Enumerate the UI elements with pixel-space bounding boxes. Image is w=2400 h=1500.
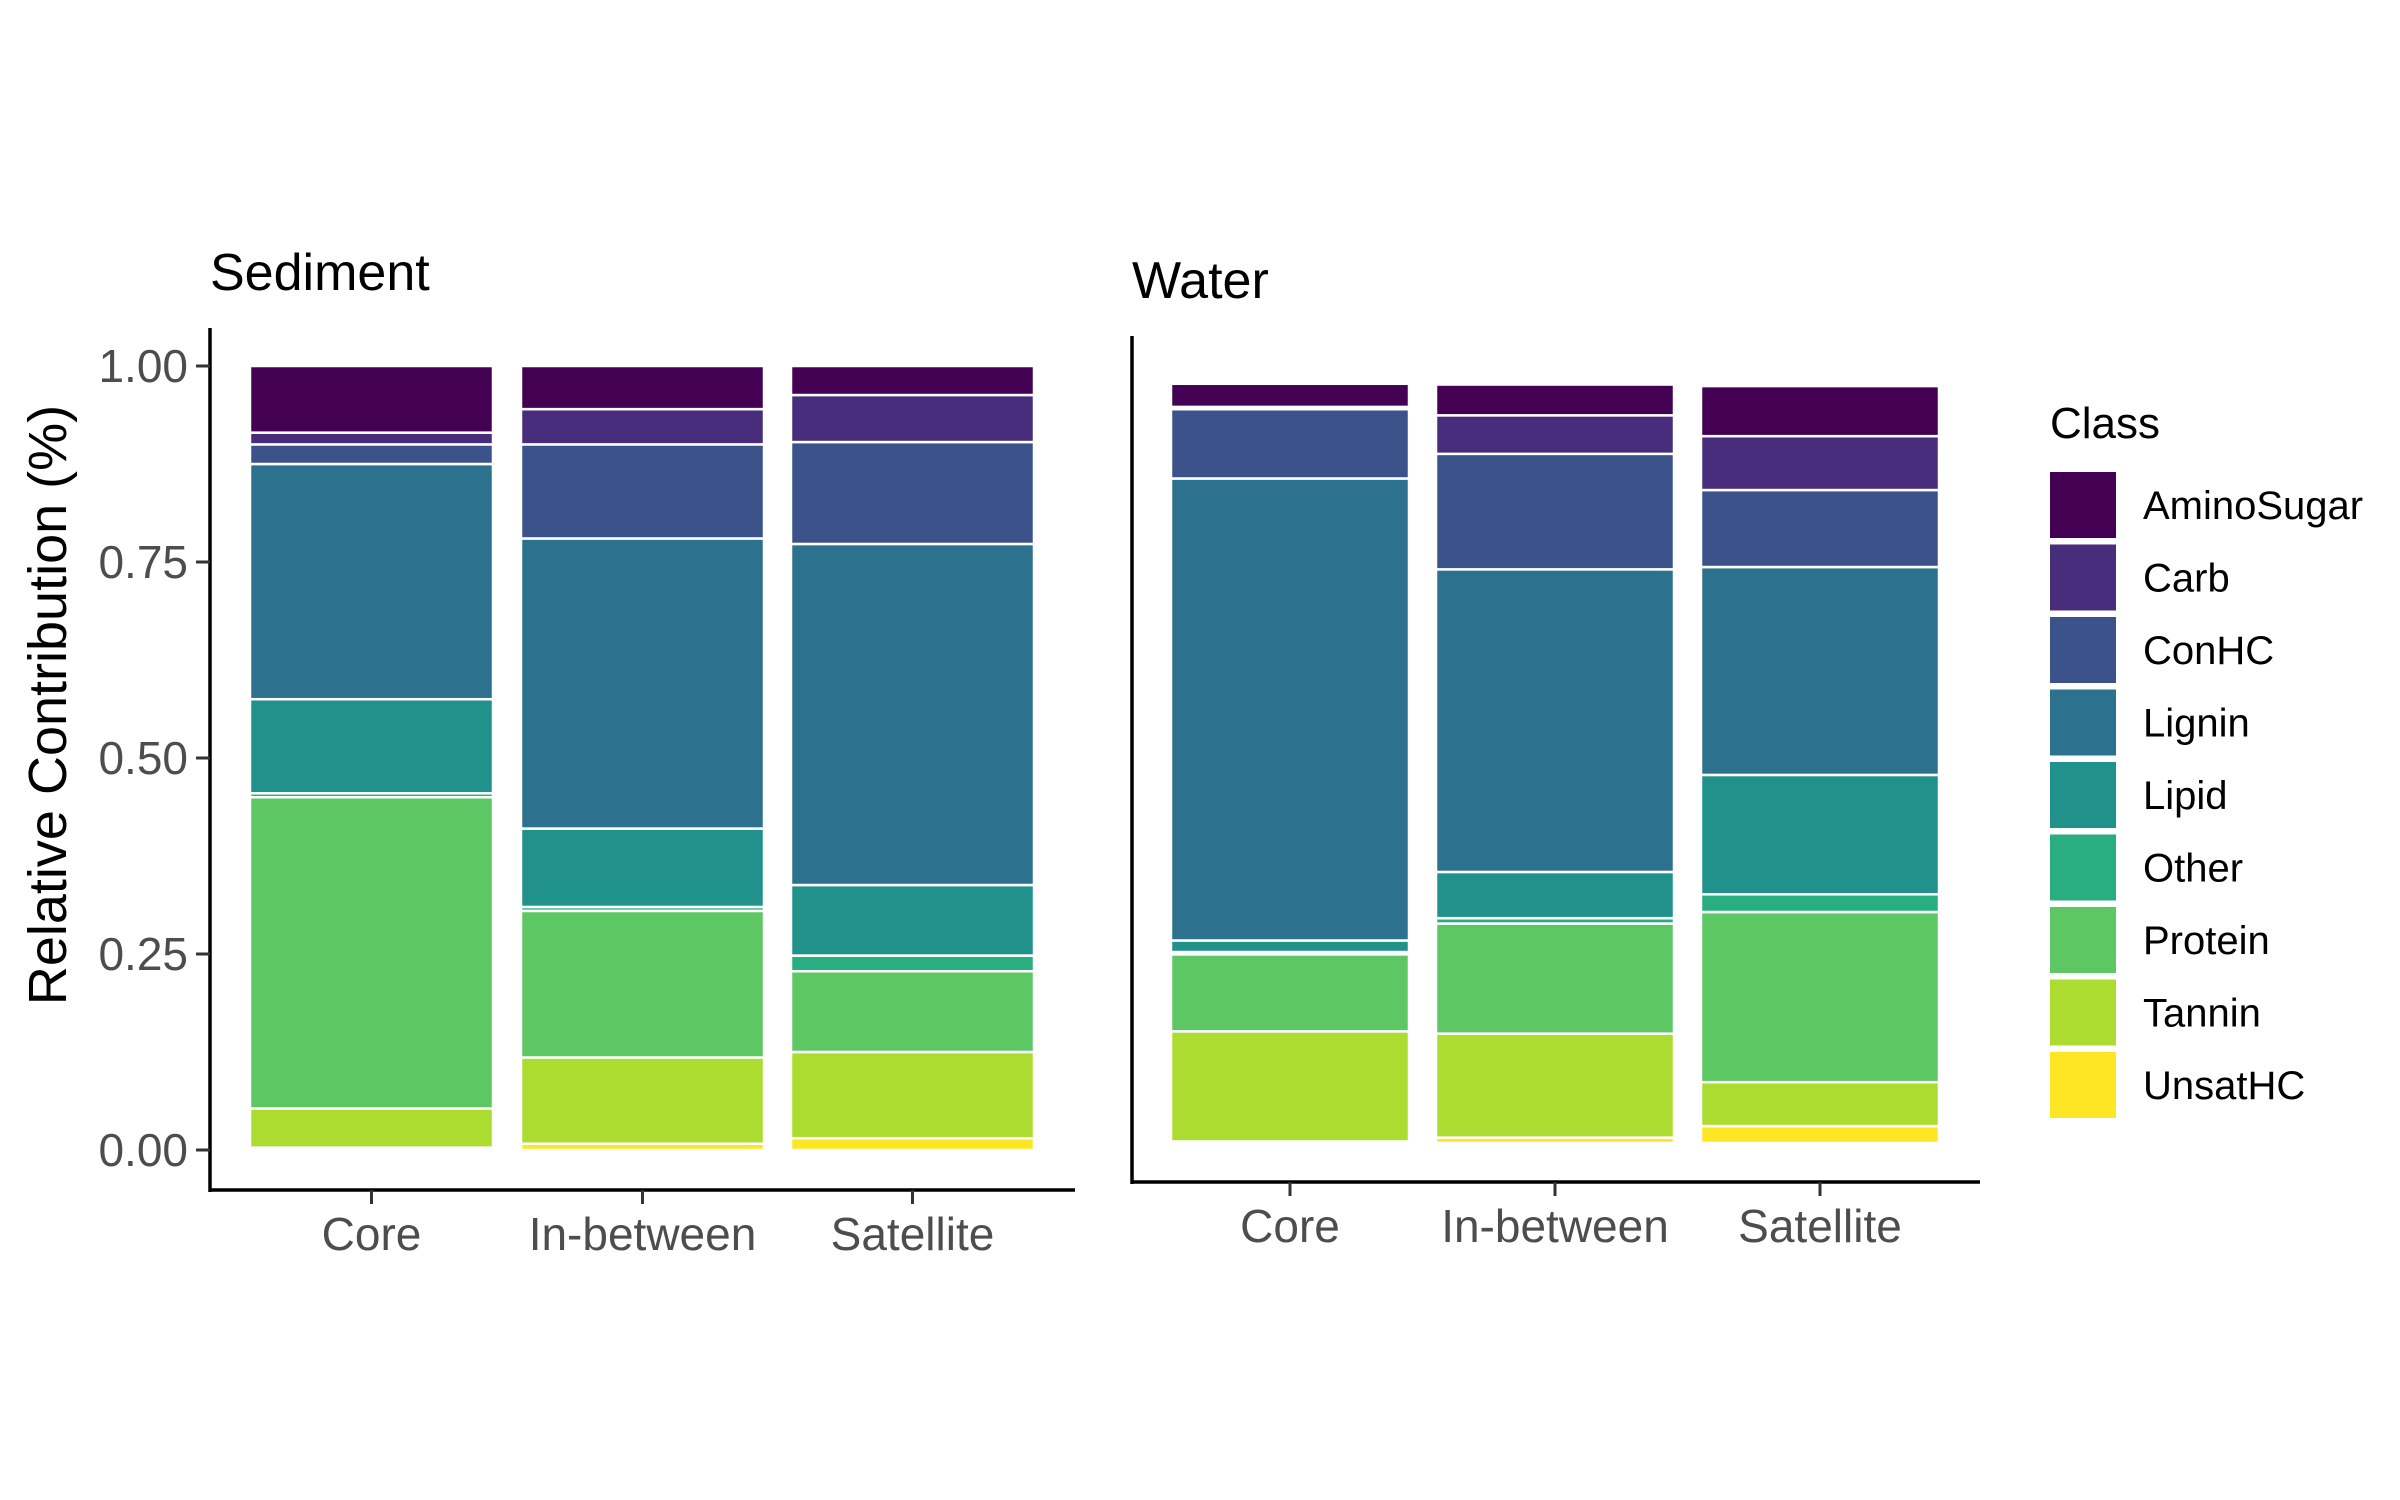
bar-water-satellite-carb	[1699, 434, 1941, 492]
bar-sediment-satellite-lignin	[789, 542, 1036, 887]
legend-items: AminoSugar Carb ConHC Lignin Lipid Other Prote…	[2050, 472, 2363, 1118]
bar-sediment-satellite-other	[789, 954, 1036, 973]
legend-label-unsathc: UnsatHC	[2143, 1064, 2305, 1108]
x-tick-label-water-in-between: In-between	[1441, 1200, 1669, 1252]
legend-swatch-aminosugar	[2050, 472, 2116, 538]
x-tick-label-sediment-core: Core	[322, 1208, 422, 1260]
panel-water: Water Core In-between Satellite	[1130, 252, 1980, 1252]
bar-water-core-lignin	[1169, 477, 1411, 942]
bar-sediment-satellite-lipid	[789, 883, 1036, 957]
y-tick-label-2: 0.50	[98, 732, 188, 784]
bar-sediment-satellite-protein	[789, 969, 1036, 1054]
bar-water-core-tannin	[1169, 1030, 1411, 1143]
bar-water-satellite-protein	[1699, 910, 1941, 1084]
bar-water-in-between-lignin	[1434, 568, 1676, 874]
bar-water-satellite-unsathc	[1699, 1124, 1941, 1145]
legend-label-protein: Protein	[2143, 919, 2270, 963]
bar-water-satellite-conhc	[1699, 488, 1941, 569]
bar-water-satellite-tannin	[1699, 1080, 1941, 1128]
legend-swatch-conhc	[2050, 617, 2116, 683]
y-tick-label-4: 1.00	[98, 340, 188, 392]
legend-swatch-lipid	[2050, 762, 2116, 828]
legend-swatch-other	[2050, 834, 2116, 901]
bar-sediment-satellite-carb	[789, 393, 1036, 444]
bar-sediment-satellite-tannin	[789, 1050, 1036, 1140]
bar-sediment-satellite-aminosugar	[789, 364, 1036, 397]
bar-water-core-lipid	[1169, 939, 1411, 954]
panel-title-sediment: Sediment	[210, 244, 430, 302]
legend-swatch-carb	[2050, 544, 2116, 611]
bar-sediment-in-between-carb	[519, 407, 766, 446]
legend: Class AminoSugar Carb ConHC Lignin Lipid Othe…	[2050, 399, 2363, 1118]
bar-sediment-in-between-conhc	[519, 443, 766, 540]
bar-sediment-core-tannin	[248, 1107, 495, 1149]
bar-sediment-core-conhc	[248, 443, 495, 466]
legend-swatch-protein	[2050, 907, 2116, 973]
x-tick-label-sediment-in-between: In-between	[529, 1208, 757, 1260]
bar-sediment-core-carb	[248, 431, 495, 446]
bar-water-in-between-aminosugar	[1434, 383, 1676, 417]
legend-label-tannin: Tannin	[2143, 992, 2261, 1036]
bar-water-satellite-aminosugar	[1699, 384, 1941, 438]
bar-sediment-in-between-lipid	[519, 827, 766, 909]
bar-water-satellite-lipid	[1699, 773, 1941, 896]
x-tick-label-water-core: Core	[1240, 1200, 1340, 1252]
bar-sediment-in-between-lignin	[519, 537, 766, 830]
legend-swatch-unsathc	[2050, 1052, 2116, 1118]
bar-water-core-aminosugar	[1169, 382, 1411, 409]
legend-label-carb: Carb	[2143, 557, 2230, 601]
panel-sediment: Sediment 0.00 0.25 0.50 0.75 1.00 Core In-bet…	[98, 244, 1075, 1260]
bar-water-core-conhc	[1169, 407, 1411, 480]
bar-sediment-in-between-protein	[519, 909, 766, 1059]
bar-water-in-between-carb	[1434, 414, 1676, 456]
bar-sediment-in-between-tannin	[519, 1056, 766, 1145]
bar-sediment-satellite-unsathc	[789, 1136, 1036, 1152]
bar-water-satellite-other	[1699, 893, 1941, 914]
legend-label-conhc: ConHC	[2143, 629, 2274, 673]
bar-water-in-between-conhc	[1434, 452, 1676, 571]
bar-sediment-core-lipid	[248, 697, 495, 795]
bar-water-core-protein	[1169, 953, 1411, 1033]
legend-label-lipid: Lipid	[2143, 774, 2228, 818]
legend-title: Class	[2050, 399, 2160, 448]
bars-sediment	[248, 364, 1036, 1152]
x-ticks-sediment: Core In-between Satellite	[322, 1190, 995, 1260]
y-axis-title: Relative Contribution (%)	[18, 405, 78, 1005]
x-tick-label-sediment-satellite: Satellite	[831, 1208, 995, 1260]
legend-label-other: Other	[2143, 847, 2243, 891]
bar-water-in-between-tannin	[1434, 1032, 1676, 1139]
panel-title-water: Water	[1132, 252, 1269, 310]
legend-label-aminosugar: AminoSugar	[2143, 484, 2363, 528]
bar-sediment-core-aminosugar	[248, 364, 495, 434]
legend-swatch-lignin	[2050, 689, 2116, 756]
bar-sediment-in-between-aminosugar	[519, 364, 766, 411]
bar-sediment-core-lignin	[248, 462, 495, 701]
y-tick-label-3: 0.75	[98, 536, 188, 588]
y-ticks-sediment: 0.00 0.25 0.50 0.75 1.00	[98, 340, 210, 1176]
bar-water-satellite-lignin	[1699, 565, 1941, 777]
legend-swatch-tannin	[2050, 979, 2116, 1046]
bar-sediment-satellite-conhc	[789, 440, 1036, 546]
legend-label-lignin: Lignin	[2143, 702, 2250, 746]
bar-water-in-between-protein	[1434, 922, 1676, 1035]
x-tick-label-water-satellite: Satellite	[1738, 1200, 1902, 1252]
bar-sediment-core-protein	[248, 795, 495, 1110]
x-ticks-water: Core In-between Satellite	[1240, 1182, 1902, 1252]
bar-water-in-between-lipid	[1434, 870, 1676, 920]
y-tick-label-1: 0.25	[98, 928, 188, 980]
bars-water	[1169, 382, 1941, 1145]
y-tick-label-0: 0.00	[98, 1124, 188, 1176]
